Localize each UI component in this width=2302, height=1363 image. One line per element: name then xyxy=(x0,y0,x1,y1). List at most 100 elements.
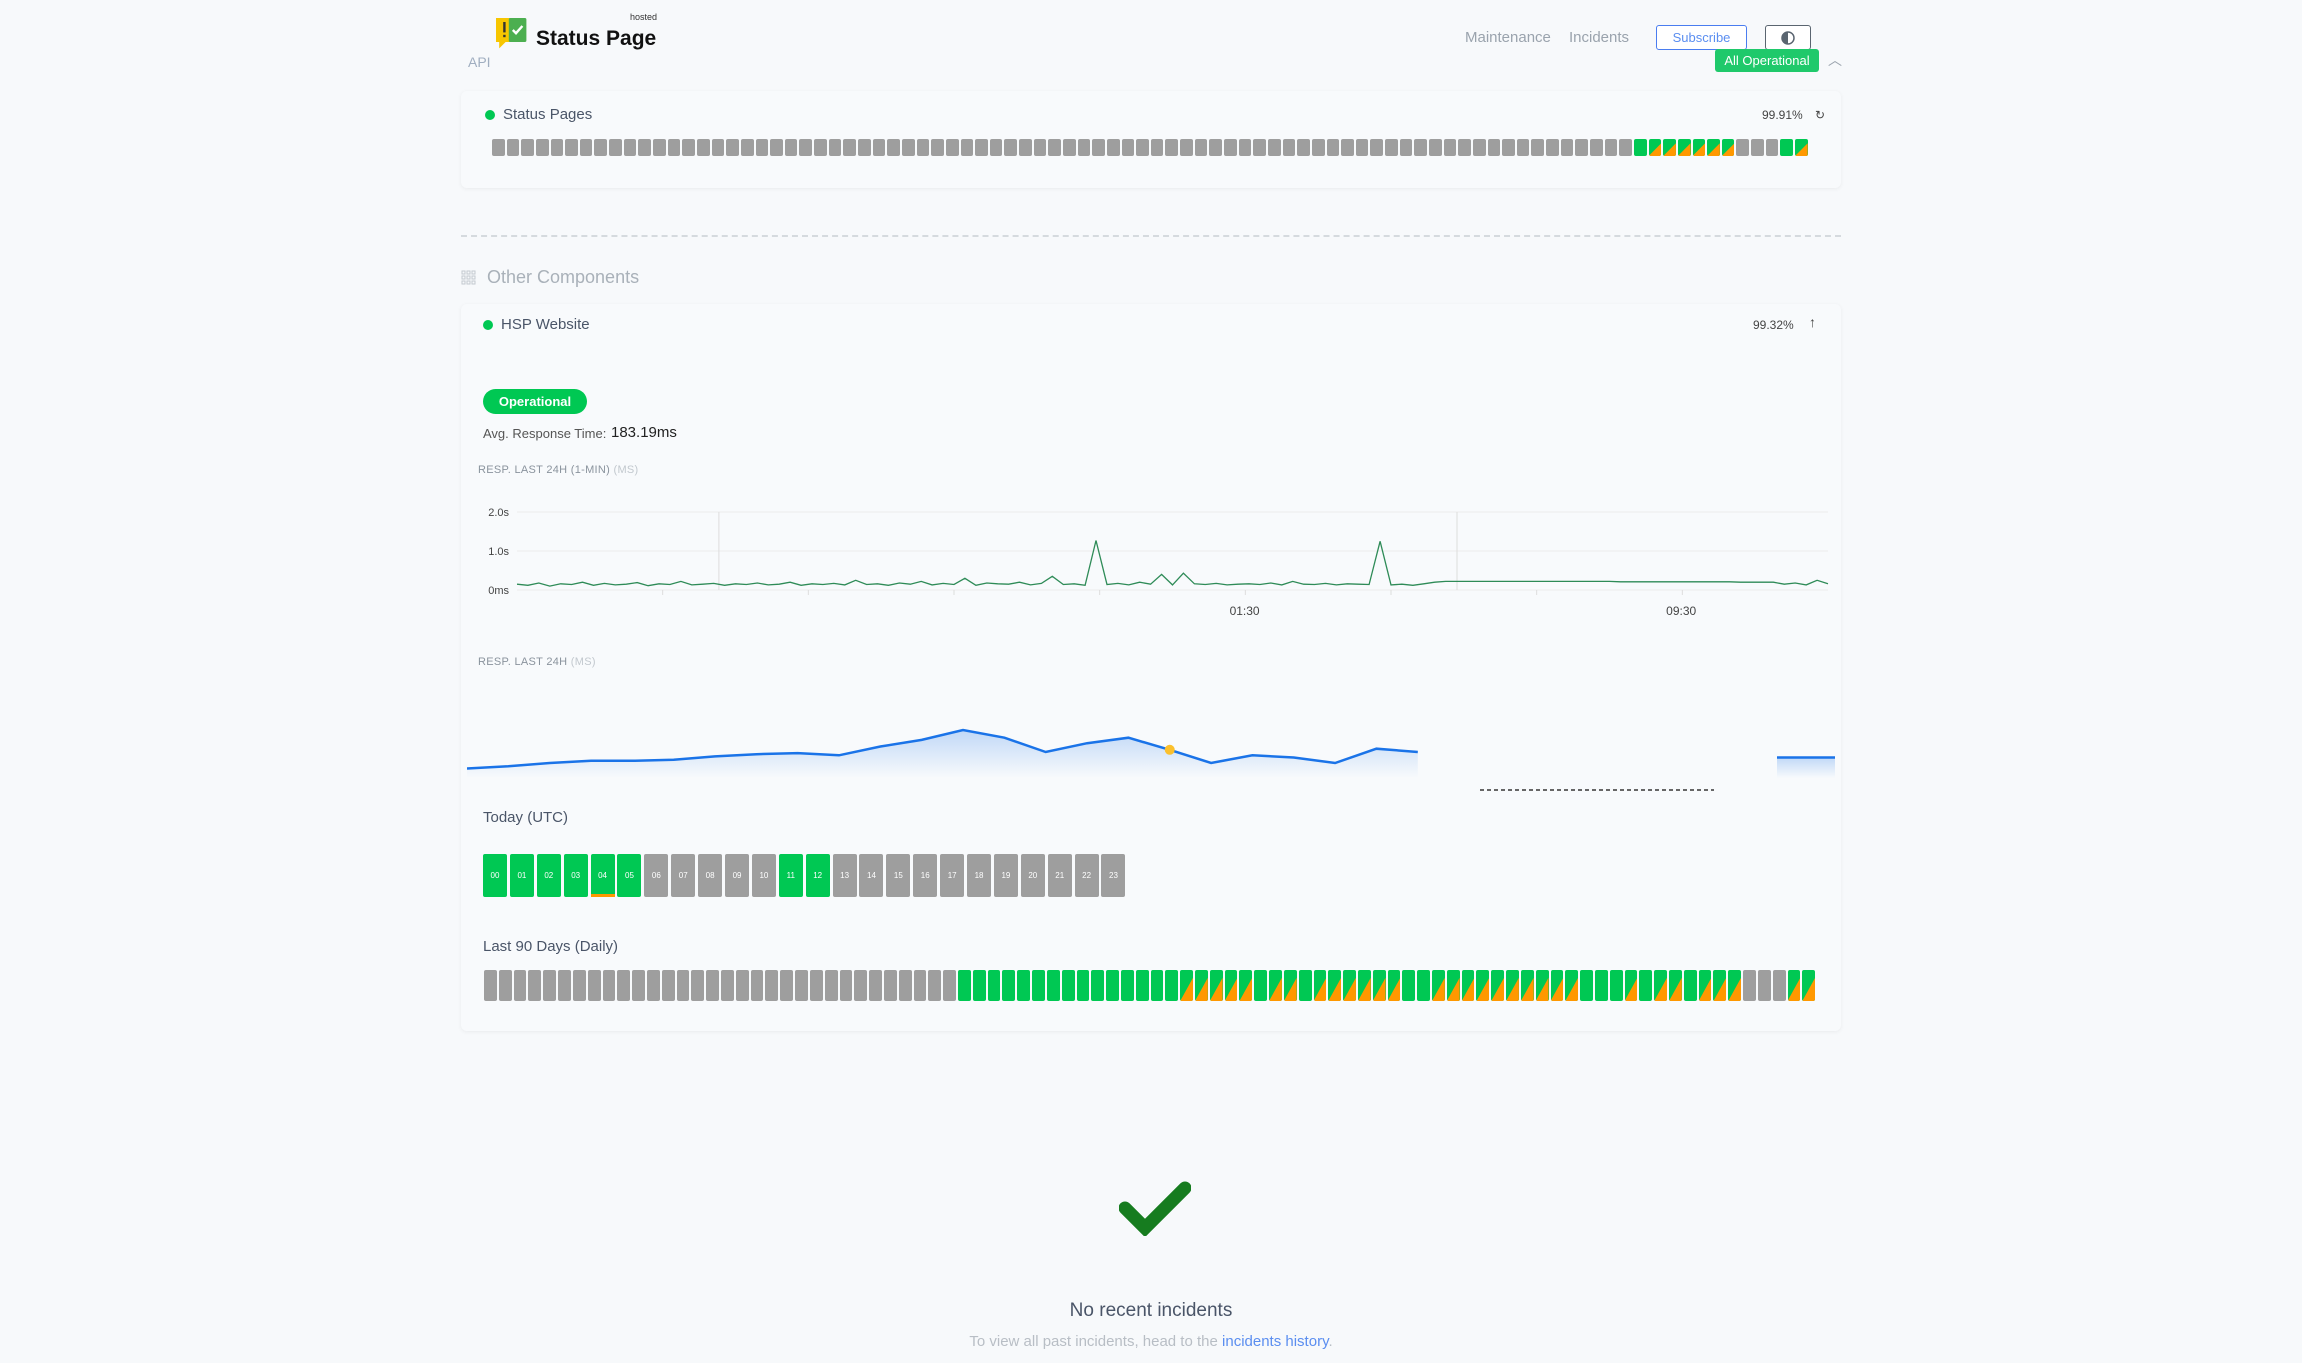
day-bar[interactable] xyxy=(726,139,739,156)
hour-bar[interactable]: 23 xyxy=(1101,854,1126,897)
day-bar[interactable] xyxy=(735,970,749,1001)
day-bar[interactable] xyxy=(958,970,971,1001)
day-bar[interactable] xyxy=(638,139,652,156)
hour-bar[interactable]: 16 xyxy=(913,854,938,897)
day-bar[interactable] xyxy=(1446,970,1460,1001)
day-bar[interactable] xyxy=(1239,970,1253,1001)
day-bar[interactable] xyxy=(780,970,794,1001)
day-bar[interactable] xyxy=(609,139,622,156)
day-bar[interactable] xyxy=(1546,139,1559,156)
day-bar[interactable] xyxy=(828,139,842,156)
day-bar[interactable] xyxy=(928,970,942,1001)
day-bar[interactable] xyxy=(1399,139,1413,156)
day-bar[interactable] xyxy=(484,970,497,1001)
hour-bar[interactable]: 12 xyxy=(805,854,830,897)
day-bar[interactable] xyxy=(1590,139,1603,156)
day-bar[interactable] xyxy=(1487,139,1501,156)
day-bar[interactable] xyxy=(1550,970,1564,1001)
day-bar[interactable] xyxy=(1048,139,1061,156)
day-bar[interactable] xyxy=(1120,970,1134,1001)
day-bar[interactable] xyxy=(1136,139,1149,156)
day-bar[interactable] xyxy=(1713,970,1727,1001)
day-bar[interactable] xyxy=(1565,970,1579,1001)
day-bar[interactable] xyxy=(1516,139,1530,156)
day-bar[interactable] xyxy=(945,139,959,156)
hour-bar[interactable]: 19 xyxy=(993,854,1018,897)
day-bar[interactable] xyxy=(1267,139,1281,156)
day-bar[interactable] xyxy=(1765,139,1779,156)
day-bar[interactable] xyxy=(916,139,930,156)
day-bar[interactable] xyxy=(1180,139,1193,156)
hour-bar[interactable]: 13 xyxy=(832,854,857,897)
day-bar[interactable] xyxy=(696,139,710,156)
day-bar[interactable] xyxy=(543,970,557,1001)
day-bar[interactable] xyxy=(617,970,631,1001)
day-bar[interactable] xyxy=(1032,970,1045,1001)
hour-bar[interactable]: 05 xyxy=(617,854,642,897)
day-bar[interactable] xyxy=(1311,139,1325,156)
day-bar[interactable] xyxy=(682,139,695,156)
day-bar[interactable] xyxy=(492,139,505,156)
day-bar[interactable] xyxy=(661,970,675,1001)
day-bar[interactable] xyxy=(1520,970,1534,1001)
day-bar[interactable] xyxy=(1669,970,1682,1001)
day-bar[interactable] xyxy=(1502,139,1515,156)
day-bar[interactable] xyxy=(740,139,754,156)
day-bar[interactable] xyxy=(854,970,868,1001)
day-bar[interactable] xyxy=(1019,139,1032,156)
hour-bar[interactable]: 17 xyxy=(940,854,965,897)
day-bar[interactable] xyxy=(1728,970,1742,1001)
day-bar[interactable] xyxy=(1387,970,1401,1001)
day-bar[interactable] xyxy=(1209,970,1223,1001)
day-bar[interactable] xyxy=(1150,970,1164,1001)
day-bar[interactable] xyxy=(1677,139,1691,156)
day-bar[interactable] xyxy=(843,139,857,156)
day-bar[interactable] xyxy=(1721,139,1735,156)
day-bar[interactable] xyxy=(1355,139,1369,156)
hour-bar[interactable]: 14 xyxy=(859,854,884,897)
day-bar[interactable] xyxy=(676,970,690,1001)
refresh-icon[interactable]: ↻ xyxy=(1815,108,1826,122)
day-bar[interactable] xyxy=(1648,139,1662,156)
day-bar[interactable] xyxy=(1254,970,1268,1001)
day-bar[interactable] xyxy=(1282,139,1296,156)
day-bar[interactable] xyxy=(1238,139,1252,156)
day-bar[interactable] xyxy=(972,970,986,1001)
day-bar[interactable] xyxy=(1692,139,1706,156)
day-bar[interactable] xyxy=(1594,970,1608,1001)
arrow-up-icon[interactable]: ↑ xyxy=(1809,314,1816,330)
hour-bar[interactable]: 11 xyxy=(778,854,803,897)
day-bar[interactable] xyxy=(1195,970,1208,1001)
day-bar[interactable] xyxy=(1476,970,1490,1001)
day-bar[interactable] xyxy=(931,139,944,156)
day-bar[interactable] xyxy=(1357,970,1371,1001)
day-bar[interactable] xyxy=(1091,970,1105,1001)
day-bar[interactable] xyxy=(901,139,915,156)
day-bar[interactable] xyxy=(1491,970,1505,1001)
day-bar[interactable] xyxy=(1326,139,1340,156)
hour-bar[interactable]: 04 xyxy=(590,854,615,897)
day-bar[interactable] xyxy=(587,970,601,1001)
day-bar[interactable] xyxy=(623,139,637,156)
day-bar[interactable] xyxy=(602,970,616,1001)
hour-bar[interactable]: 03 xyxy=(563,854,588,897)
nav-maintenance[interactable]: Maintenance xyxy=(1465,29,1551,46)
day-bar[interactable] xyxy=(975,139,988,156)
day-bar[interactable] xyxy=(1224,139,1237,156)
day-bar[interactable] xyxy=(1046,970,1060,1001)
day-bar[interactable] xyxy=(1224,970,1238,1001)
day-bar[interactable] xyxy=(1106,970,1119,1001)
day-bar[interactable] xyxy=(898,970,912,1001)
day-bar[interactable] xyxy=(1772,970,1786,1001)
day-bar[interactable] xyxy=(1580,970,1593,1001)
day-bar[interactable] xyxy=(1417,970,1430,1001)
day-bar[interactable] xyxy=(883,970,897,1001)
hour-bar[interactable]: 15 xyxy=(886,854,911,897)
chevron-up-icon[interactable]: ︿ xyxy=(1828,52,1842,68)
day-bar[interactable] xyxy=(1604,139,1618,156)
day-bar[interactable] xyxy=(1298,970,1312,1001)
day-bar[interactable] xyxy=(579,139,593,156)
day-bar[interactable] xyxy=(1004,139,1018,156)
day-bar[interactable] xyxy=(1432,970,1445,1001)
day-bar[interactable] xyxy=(1780,139,1794,156)
